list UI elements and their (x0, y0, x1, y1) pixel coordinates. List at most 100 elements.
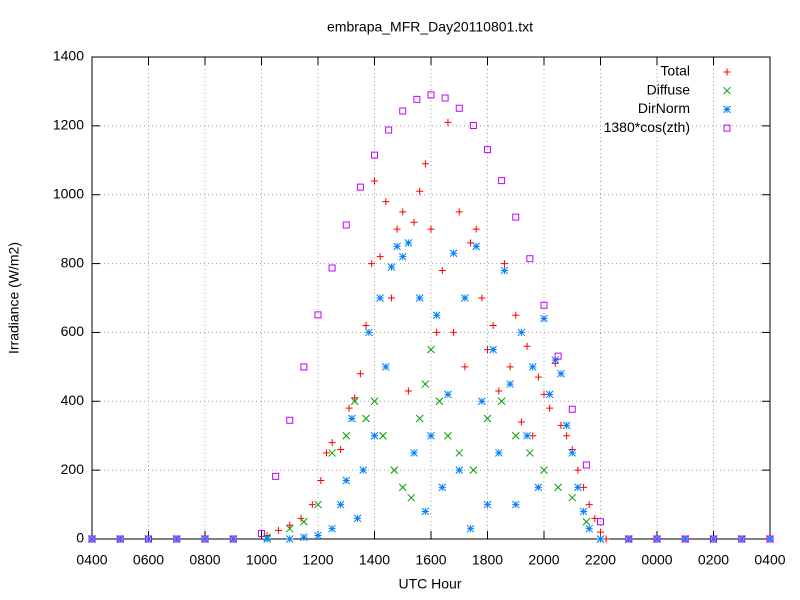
legend-label: 1380*cos(zth) (604, 119, 690, 135)
point (512, 213, 520, 221)
point (455, 466, 464, 474)
point (322, 449, 330, 457)
point (506, 363, 514, 371)
point (172, 535, 181, 543)
x-tick-label: 1600 (415, 552, 446, 568)
legend-marker (723, 86, 731, 95)
point (300, 533, 308, 542)
point (528, 363, 537, 371)
legend-marker (723, 124, 731, 132)
x-tick-label: 0600 (133, 552, 164, 568)
point (483, 414, 492, 423)
point (766, 535, 774, 543)
point (597, 528, 604, 536)
point (336, 500, 345, 509)
point (557, 369, 565, 378)
point (526, 449, 534, 457)
point (376, 253, 384, 261)
point (342, 476, 351, 485)
point (554, 483, 562, 492)
point (88, 535, 96, 543)
y-tick-label: 400 (61, 392, 85, 408)
point (710, 535, 717, 543)
point (328, 264, 336, 272)
point (364, 328, 373, 337)
point (300, 517, 308, 526)
point (263, 535, 272, 543)
point (356, 183, 364, 191)
plot-border (91, 56, 771, 540)
point (348, 414, 356, 423)
point (455, 208, 463, 216)
point (398, 483, 407, 492)
point (116, 535, 125, 543)
point (737, 535, 746, 543)
point (201, 535, 209, 543)
point (596, 535, 605, 543)
point (568, 493, 577, 502)
point (328, 524, 336, 533)
point (484, 146, 491, 154)
point (494, 449, 503, 457)
point (300, 363, 308, 371)
point (582, 461, 590, 469)
chart-title: embrapa_MFR_Day20110801.txt (327, 19, 533, 35)
point (376, 294, 385, 302)
point (489, 345, 498, 354)
point (582, 517, 591, 526)
point (523, 342, 531, 350)
legend-marker (723, 68, 731, 76)
point (398, 252, 407, 261)
x-tick-label: 1200 (302, 552, 333, 568)
point (317, 476, 325, 484)
point (328, 449, 336, 457)
point (286, 521, 294, 529)
x-tick-label: 0400 (76, 552, 107, 568)
point (350, 397, 359, 406)
y-tick-label: 1200 (53, 117, 84, 133)
x-tick-label: 0400 (754, 552, 785, 568)
point (441, 94, 449, 102)
point (410, 449, 418, 457)
point (546, 404, 554, 412)
x-tick-label: 0200 (698, 552, 729, 568)
point (435, 397, 444, 406)
point (461, 294, 469, 302)
legend-marker (723, 105, 731, 114)
point (681, 535, 689, 543)
point (472, 225, 480, 233)
point (362, 414, 370, 423)
point (345, 404, 353, 412)
point (506, 380, 514, 388)
point (314, 311, 322, 319)
point (407, 493, 416, 502)
point (413, 95, 421, 103)
point (478, 294, 486, 302)
point (568, 449, 577, 457)
point (540, 301, 548, 309)
point (466, 524, 475, 533)
point (229, 535, 237, 543)
y-tick-label: 0 (76, 530, 84, 546)
x-tick-label: 2000 (528, 552, 559, 568)
point (416, 187, 424, 195)
y-tick-label: 1000 (53, 185, 84, 201)
x-tick-label: 1000 (246, 552, 277, 568)
point (404, 387, 412, 395)
point (625, 535, 633, 543)
point (540, 466, 548, 474)
point (738, 535, 746, 543)
point (455, 104, 463, 112)
point (393, 242, 401, 251)
point (393, 225, 401, 233)
point (455, 449, 464, 457)
point (512, 311, 520, 319)
point (469, 122, 477, 130)
point (201, 535, 209, 543)
point (540, 314, 548, 323)
point (371, 177, 378, 185)
point (390, 466, 399, 474)
point (568, 405, 576, 413)
legend-label: Total (660, 63, 690, 79)
point (551, 356, 560, 364)
